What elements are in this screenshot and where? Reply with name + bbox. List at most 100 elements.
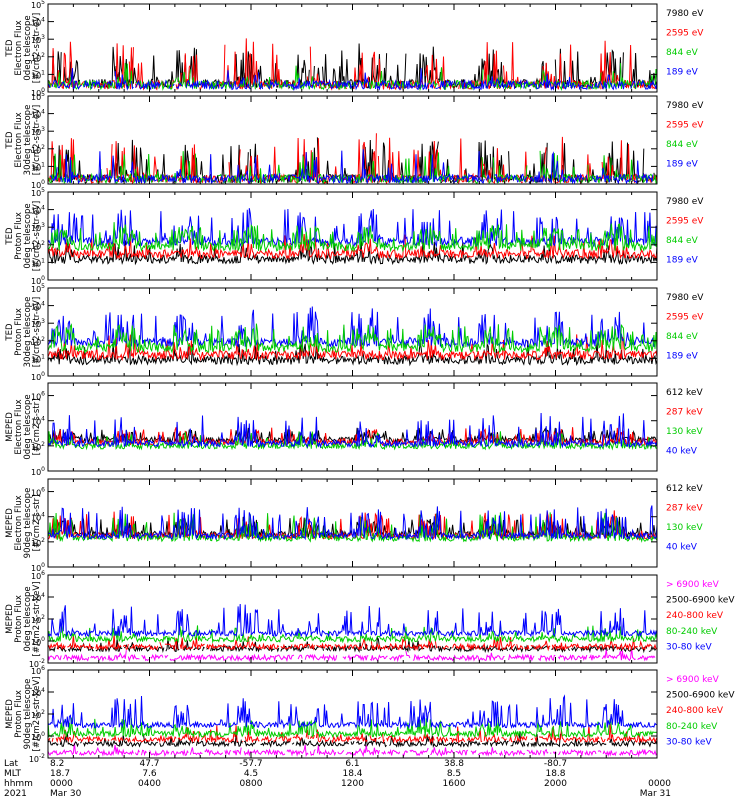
axis-lat-value: 6.1 [345, 759, 359, 769]
series-line [48, 208, 657, 248]
ylabel-line: Electron Flux [14, 112, 24, 167]
legend-entry: 189 eV [666, 256, 699, 266]
axis-row-label: hhmm [4, 779, 33, 789]
ylabel-line: [#/cm2-s-str-eV] [32, 13, 42, 83]
ylabel-line: MEPED [5, 604, 15, 634]
legend-entry: 130 keV [666, 523, 703, 533]
ytick-label: 105 [31, 283, 45, 294]
ytick-label: 100 [31, 371, 45, 382]
series-line [48, 694, 657, 730]
series-line [48, 150, 657, 184]
ytick-label: 104 [31, 512, 45, 523]
ylabel-line: MEPED [5, 699, 15, 729]
legend-entry: 2595 eV [666, 29, 704, 39]
legend-entry: 240-800 keV [666, 611, 724, 621]
axis-mlt-value: 18.8 [545, 769, 565, 779]
axis-lat-value: 47.7 [139, 759, 159, 769]
axis-hhmm-value: 0800 [240, 779, 263, 789]
legend-entry: 80-240 keV [666, 722, 718, 732]
axis-mlt-value: 18.7 [50, 769, 70, 779]
ytick-label: 102 [31, 537, 45, 548]
ylabel-line: Electron Flux [14, 495, 24, 550]
ytick-label: 101 [31, 257, 45, 268]
ylabel-line: Electron Flux [14, 399, 24, 454]
ylabel-line: 0deg telescope [23, 394, 33, 459]
axis-hhmm-value: 2000 [544, 779, 567, 789]
ytick-label: 104 [31, 416, 45, 427]
ytick-label: 102 [31, 709, 45, 720]
series-line [48, 724, 657, 744]
ylabel-line: Proton Flux [14, 308, 24, 356]
ytick-label: 102 [31, 441, 45, 452]
ylabel-line: [#/cm2-s-str-eV] [32, 105, 42, 175]
legend-entry: 2595 eV [666, 121, 704, 131]
ytick-label: 106 [31, 487, 45, 498]
axis-hhmm-value: 0000 [50, 779, 73, 789]
legend-entry: 40 keV [666, 447, 698, 457]
ytick-label: 100 [31, 731, 45, 742]
series-line [48, 238, 657, 266]
legend-entry: 7980 eV [666, 101, 704, 111]
axis-hhmm-value: 0400 [138, 779, 161, 789]
axis-hhmm-value: 1200 [341, 779, 364, 789]
ytick-label: 104 [31, 109, 45, 120]
ytick-label: 102 [31, 52, 45, 63]
axis-hhmm-value: 1600 [443, 779, 466, 789]
legend-entry: 844 eV [666, 48, 699, 58]
panel-7: 10-2 100 102 104 106 MEPED Proton Flux 0deg tel… [5, 570, 735, 669]
legend-entry: 2595 eV [666, 217, 704, 227]
legend-entry: > 6900 keV [666, 580, 720, 590]
series-line [48, 505, 657, 541]
legend-entry: 7980 eV [666, 293, 704, 303]
ytick-label: 104 [31, 205, 45, 216]
axis-mlt-value: 7.6 [142, 769, 157, 779]
panel-8: 10-2 100 102 104 106 MEPED Proton Flux 90deg te… [5, 665, 735, 764]
ylabel-line: MEPED [5, 508, 15, 538]
legend-entry: 612 keV [666, 388, 703, 398]
ylabel-line: 0deg telescope [23, 586, 33, 651]
ytick-label: 106 [31, 570, 45, 581]
legend-entry: 844 eV [666, 332, 699, 342]
panel-3: 100 101 102 103 104 105 TED Proton Flux 0deg tel… [5, 187, 704, 286]
panel-4: 100 101 102 103 104 105 TED Proton Flux 30deg te… [5, 283, 704, 382]
ylabel-line: [#/cm2-s-str-eV] [32, 201, 42, 271]
legend-entry: 40 keV [666, 543, 698, 553]
ylabel-line: TED [5, 323, 15, 342]
legend-entry: 80-240 keV [666, 627, 718, 637]
series-line [48, 603, 657, 638]
series-line [48, 633, 657, 652]
panel-5: 100 102 104 106 MEPED Electron Flux 0deg teles… [5, 382, 703, 477]
ytick-label: 102 [31, 614, 45, 625]
axis-lat-value: 8.2 [50, 759, 64, 769]
axis-date-value: Mar 31 [640, 789, 671, 799]
ytick-label: 104 [31, 301, 45, 312]
ytick-label: 104 [31, 592, 45, 603]
series-line [48, 67, 657, 92]
ytick-label: 100 [31, 275, 45, 286]
ylabel-line: 30deg telescope [23, 297, 33, 368]
axis-row-label: 2021 [4, 789, 27, 799]
ylabel-line: MEPED [5, 412, 15, 442]
ylabel-line: [#/cm2-s-str] [32, 399, 42, 456]
panel-1: 100 101 102 103 104 105 TED Electron Flux 0deg t… [5, 0, 704, 98]
legend-entry: 30-80 keV [666, 737, 712, 747]
legend-entry: 287 keV [666, 408, 703, 418]
series-line [48, 412, 657, 449]
series-line [48, 323, 657, 354]
axis-mlt-value: 18.4 [342, 769, 362, 779]
axis-date-value: Mar 30 [50, 789, 82, 799]
legend-entry: 240-800 keV [666, 706, 724, 716]
ytick-label: 102 [31, 240, 45, 251]
ytick-label: 105 [31, 91, 45, 102]
ytick-label: 106 [31, 391, 45, 402]
ytick-label: 101 [31, 69, 45, 80]
series-line [48, 427, 657, 445]
ylabel-line: TED [5, 39, 15, 58]
series-line [48, 222, 657, 253]
ytick-label: 103 [31, 222, 45, 233]
panel-6: 100 102 104 106 MEPED Electron Flux 90deg tele… [5, 478, 703, 573]
axis-hhmm-value: 0000 [648, 779, 671, 789]
axis-mlt-value: 4.5 [244, 769, 258, 779]
ytick-label: 10-2 [29, 658, 45, 669]
